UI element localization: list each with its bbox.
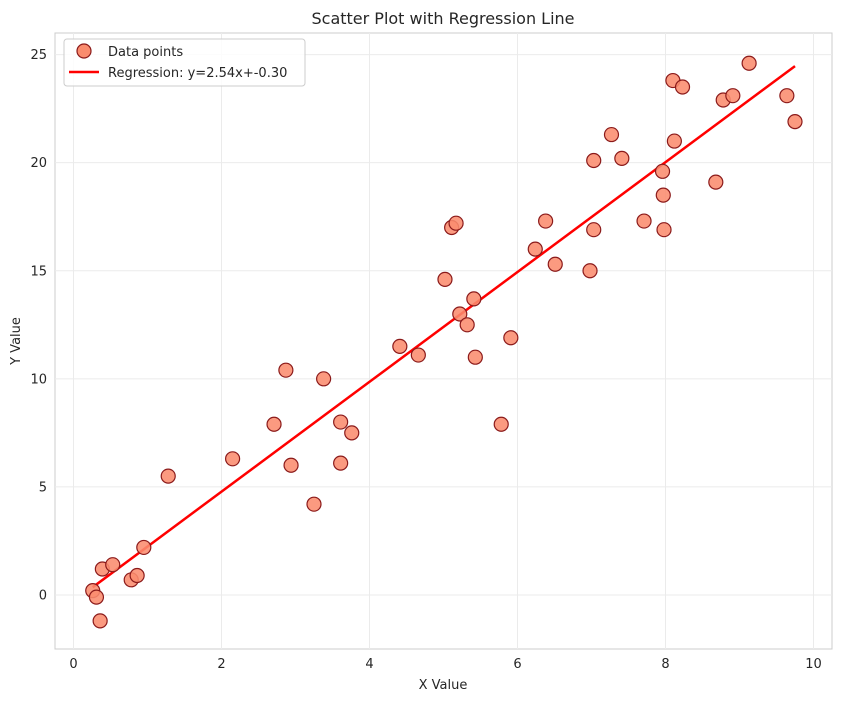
legend-box <box>63 38 306 87</box>
data-point <box>448 215 464 231</box>
data-point <box>586 222 602 238</box>
data-point <box>466 291 482 307</box>
data-point <box>316 371 332 387</box>
data-point <box>105 557 121 573</box>
x-tick-label: 10 <box>805 657 822 672</box>
regression-line-layer <box>91 65 796 589</box>
data-point <box>787 114 803 130</box>
data-point <box>636 213 652 229</box>
data-point <box>493 416 509 432</box>
data-point <box>467 349 483 365</box>
grid-lines <box>55 33 832 649</box>
data-point <box>538 213 554 229</box>
data-point <box>437 271 453 287</box>
data-point <box>88 589 105 605</box>
data-points-layer <box>85 55 803 629</box>
x-tick-label: 4 <box>365 657 373 672</box>
data-point <box>225 451 241 467</box>
x-tick-label: 0 <box>69 657 77 672</box>
data-point <box>655 187 671 203</box>
data-point <box>306 496 322 512</box>
x-axis-label: X Value <box>419 678 468 693</box>
data-point <box>136 539 152 556</box>
y-tick-label: 0 <box>39 588 47 603</box>
data-point <box>614 150 630 166</box>
y-tick-label: 5 <box>39 480 47 495</box>
data-point <box>586 152 602 169</box>
data-point <box>503 330 519 346</box>
data-point <box>603 126 620 143</box>
data-point <box>129 567 145 584</box>
legend-label-regression: Regression: y=2.54x+-0.30 <box>108 66 287 81</box>
data-point <box>656 222 672 238</box>
data-point <box>527 241 543 257</box>
data-point <box>283 457 299 473</box>
data-point <box>654 163 671 179</box>
y-tick-label: 15 <box>30 264 47 279</box>
data-point <box>582 263 598 279</box>
regression-line <box>91 65 796 589</box>
x-tick-label: 6 <box>513 657 521 672</box>
data-point <box>266 416 282 432</box>
data-point <box>410 347 426 363</box>
data-point <box>92 613 108 629</box>
data-point <box>779 88 795 104</box>
data-point <box>333 414 349 430</box>
data-point <box>547 256 563 272</box>
data-point <box>452 306 468 322</box>
data-point <box>708 174 724 190</box>
y-tick-label: 25 <box>30 48 47 63</box>
data-point <box>459 317 475 333</box>
data-point <box>392 338 408 355</box>
data-point <box>741 55 757 71</box>
y-tick-label: 10 <box>30 372 47 387</box>
chart-title: Scatter Plot with Regression Line <box>311 9 574 28</box>
data-point <box>278 362 294 378</box>
data-point <box>344 425 360 441</box>
legend-label-data-points: Data points <box>108 45 183 60</box>
x-tick-label: 8 <box>661 657 669 672</box>
legend-marker-data-points <box>76 43 92 59</box>
x-tick-label: 2 <box>217 657 225 672</box>
data-point <box>674 79 691 95</box>
data-point <box>725 88 741 104</box>
data-point <box>333 455 349 471</box>
y-axis-label: Y Value <box>9 317 24 366</box>
data-point <box>666 133 682 149</box>
tick-labels: 0 2 4 6 8 10 0 5 10 15 20 25 <box>30 48 821 672</box>
data-point <box>160 468 176 484</box>
legend: Data points Regression: y=2.54x+-0.30 <box>63 38 306 87</box>
y-tick-label: 20 <box>30 156 47 171</box>
